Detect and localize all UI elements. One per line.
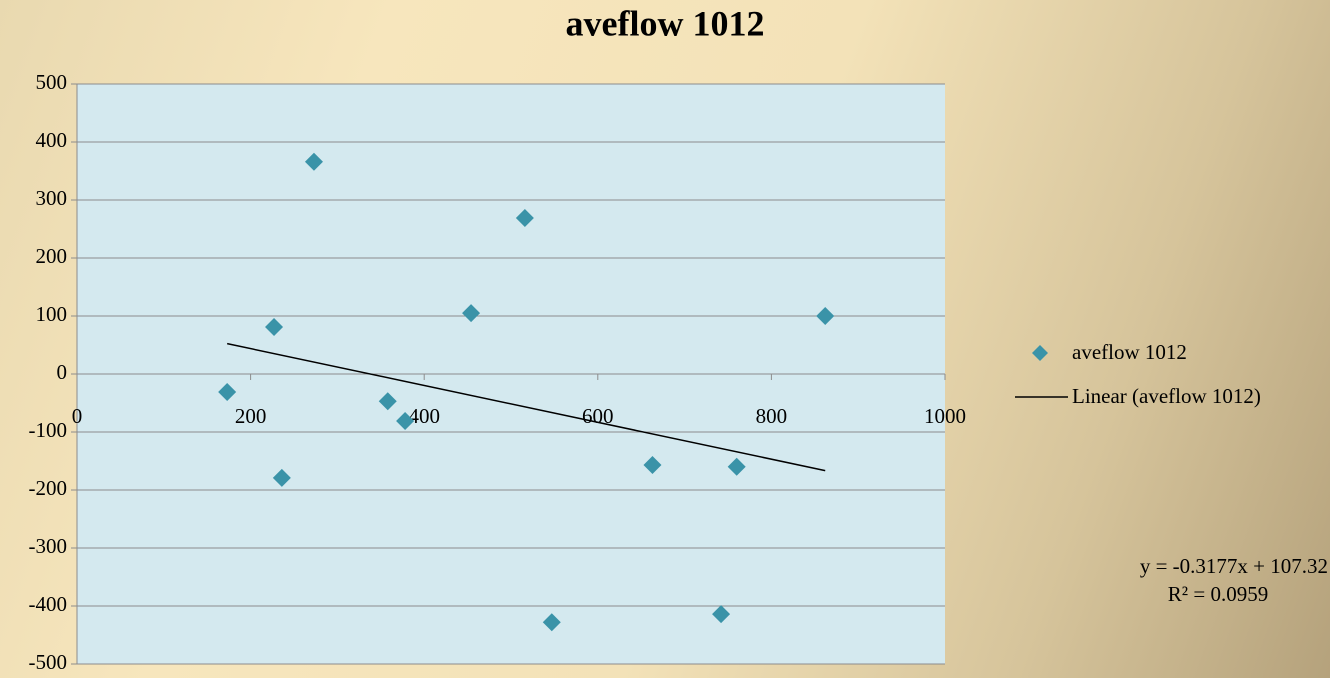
trendline-r2: R² = 0.0959 [1168, 582, 1268, 606]
point [265, 318, 284, 337]
y-tick-label: -200 [29, 476, 68, 500]
trendline-equation: y = -0.3177x + 107.32 [1140, 554, 1328, 578]
point [378, 392, 397, 411]
point [304, 152, 323, 171]
point [643, 456, 662, 475]
x-tick-label: 1000 [924, 404, 966, 428]
y-tick-label: 300 [36, 186, 68, 210]
x-tick-label: 200 [235, 404, 267, 428]
x-tick-label: 0 [72, 404, 83, 428]
y-tick-label: -400 [29, 592, 68, 616]
y-tick-label: -100 [29, 418, 68, 442]
y-tick-label: -300 [29, 534, 68, 558]
point [515, 208, 534, 227]
point [816, 307, 835, 325]
legend-label: Linear (aveflow 1012) [1072, 384, 1261, 408]
point [462, 304, 481, 323]
point [727, 457, 746, 476]
y-tick-label: 0 [57, 360, 68, 384]
point [542, 613, 561, 632]
point [218, 382, 237, 401]
y-tick-label: 100 [36, 302, 68, 326]
trendline [227, 342, 826, 472]
point [712, 605, 731, 624]
y-tick-label: -500 [29, 650, 68, 674]
point [272, 468, 291, 487]
legend-marker [1032, 345, 1048, 361]
x-tick-label: 400 [408, 404, 440, 428]
y-tick-label: 500 [36, 70, 68, 94]
y-tick-label: 400 [36, 128, 68, 152]
y-tick-label: 200 [36, 244, 68, 268]
point [396, 411, 415, 430]
chart-title: aveflow 1012 [566, 3, 765, 43]
legend-label: aveflow 1012 [1072, 340, 1187, 364]
x-tick-label: 800 [756, 404, 788, 428]
